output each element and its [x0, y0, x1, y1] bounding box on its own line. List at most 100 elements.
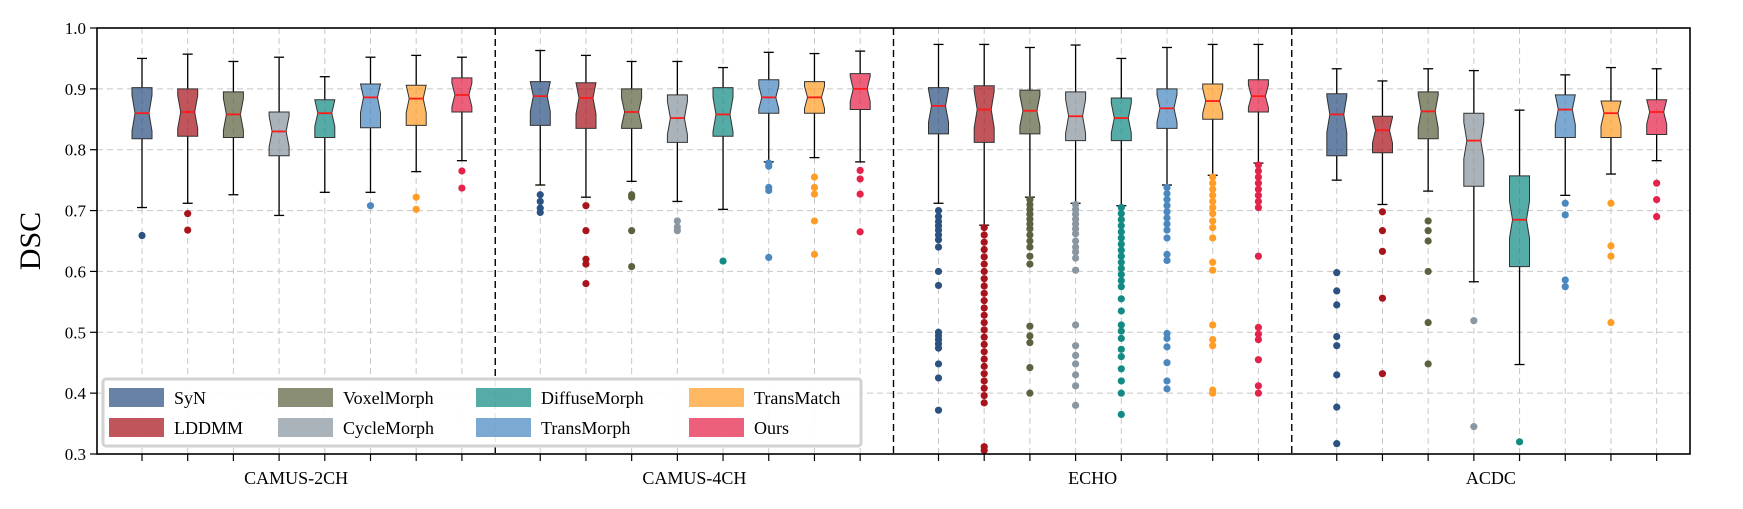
legend-label-voxelmorph: VoxelMorph: [343, 388, 434, 408]
outlier-point: [810, 190, 819, 198]
outlier-point: [1378, 247, 1387, 255]
outlier-point: [1254, 323, 1262, 332]
outlier-point: [1254, 173, 1262, 181]
outlier-point: [1254, 185, 1262, 193]
box-body: [1326, 93, 1348, 157]
outlier-point: [1254, 203, 1262, 212]
outlier-point: [980, 370, 988, 378]
legend-label-ours: Ours: [754, 418, 789, 438]
outlier-point: [1026, 332, 1034, 340]
outlier-point: [536, 197, 544, 206]
y-tick-label: 0.7: [65, 202, 87, 221]
outlier-point: [856, 175, 864, 183]
box-body: [314, 99, 336, 138]
box-body: [1554, 94, 1576, 138]
box-body: [359, 83, 382, 129]
outlier-point: [138, 231, 146, 240]
outlier-point: [1163, 208, 1171, 216]
outlier-point: [1163, 234, 1171, 242]
outlier-point: [934, 406, 943, 414]
box-plots: [131, 43, 1668, 454]
outlier-point: [1163, 359, 1171, 367]
box-transmorph-camus-4ch: [758, 51, 780, 262]
outlier-point: [980, 348, 988, 356]
outlier-point: [1117, 203, 1125, 212]
box-cyclemorph-echo: [1065, 44, 1087, 409]
outlier-point: [1333, 332, 1341, 341]
outlier-point: [1209, 224, 1217, 232]
outlier-point: [1163, 183, 1171, 192]
y-tick-label: 0.8: [65, 141, 86, 160]
legend-swatch-lddmm: [109, 418, 164, 437]
group-label: ACDC: [1466, 468, 1516, 488]
outlier-point: [1117, 258, 1125, 266]
y-tick-label: 0.4: [65, 384, 87, 403]
outlier-point: [1163, 202, 1171, 210]
outlier-point: [980, 318, 988, 327]
box-syn-acdc: [1326, 68, 1348, 448]
box-syn-camus-2ch: [131, 57, 153, 240]
outlier-point: [1254, 191, 1262, 199]
box-transmorph-camus-2ch: [359, 56, 382, 210]
outlier-point: [1117, 334, 1125, 342]
outlier-point: [980, 245, 988, 254]
outlier-point: [1117, 252, 1125, 260]
outlier-point: [765, 253, 773, 262]
outlier-point: [1072, 371, 1080, 379]
y-tick-label: 1.0: [65, 19, 86, 38]
box-body: [849, 73, 871, 110]
outlier-point: [582, 202, 590, 210]
box-diffusemorph-camus-4ch: [712, 66, 734, 265]
outlier-point: [1470, 317, 1478, 325]
outlier-point: [1072, 382, 1080, 390]
outlier-point: [934, 236, 943, 244]
outlier-point: [1254, 252, 1262, 260]
outlier-point: [1470, 423, 1478, 431]
outlier-point: [934, 374, 943, 382]
outlier-point: [1072, 360, 1080, 368]
outlier-point: [673, 217, 681, 225]
outlier-point: [412, 193, 420, 201]
box-body: [529, 81, 551, 126]
box-lddmm-echo: [973, 43, 995, 454]
outlier-point: [1026, 322, 1034, 330]
outlier-point: [1254, 179, 1262, 187]
outlier-point: [980, 391, 988, 400]
outlier-point: [1561, 276, 1569, 284]
legend: SyN LDDMM VoxelMorph CycleMorph DiffuseMorph…: [101, 377, 863, 448]
box-ours-camus-4ch: [849, 50, 871, 236]
box-body: [1417, 91, 1439, 140]
box-body: [1646, 99, 1668, 135]
outlier-point: [1072, 321, 1080, 329]
outlier-point: [980, 333, 988, 341]
outlier-point: [366, 202, 375, 210]
outlier-point: [1163, 196, 1171, 204]
outlier-point: [980, 238, 988, 246]
outlier-point: [1117, 234, 1125, 242]
outlier-point: [1026, 252, 1034, 260]
axes: 0.3 0.4 0.5 0.6 0.7 0.8 0.9 1.0 CAMUS-2CH CAMUS-4…: [65, 19, 1691, 488]
box-body: [758, 79, 780, 114]
outlier-point: [810, 250, 819, 258]
outlier-point: [1561, 211, 1569, 219]
outlier-point: [934, 243, 943, 251]
legend-swatch-transmorph: [476, 418, 531, 437]
outlier-point: [934, 281, 943, 290]
outlier-point: [1209, 335, 1217, 344]
outlier-point: [1424, 227, 1432, 235]
outlier-point: [1254, 167, 1262, 175]
outlier-point: [1333, 287, 1341, 295]
outlier-point: [980, 275, 988, 283]
outlier-point: [856, 166, 864, 175]
box-body: [575, 82, 597, 129]
outlier-point: [458, 167, 466, 175]
outlier-point: [1561, 283, 1569, 291]
box-body: [1110, 97, 1132, 142]
outlier-point: [810, 183, 819, 192]
outlier-point: [1026, 243, 1034, 251]
outlier-point: [1254, 356, 1262, 364]
outlier-point: [1254, 197, 1262, 206]
outlier-point: [1163, 214, 1171, 222]
box-voxelmorph-echo: [1019, 46, 1041, 397]
